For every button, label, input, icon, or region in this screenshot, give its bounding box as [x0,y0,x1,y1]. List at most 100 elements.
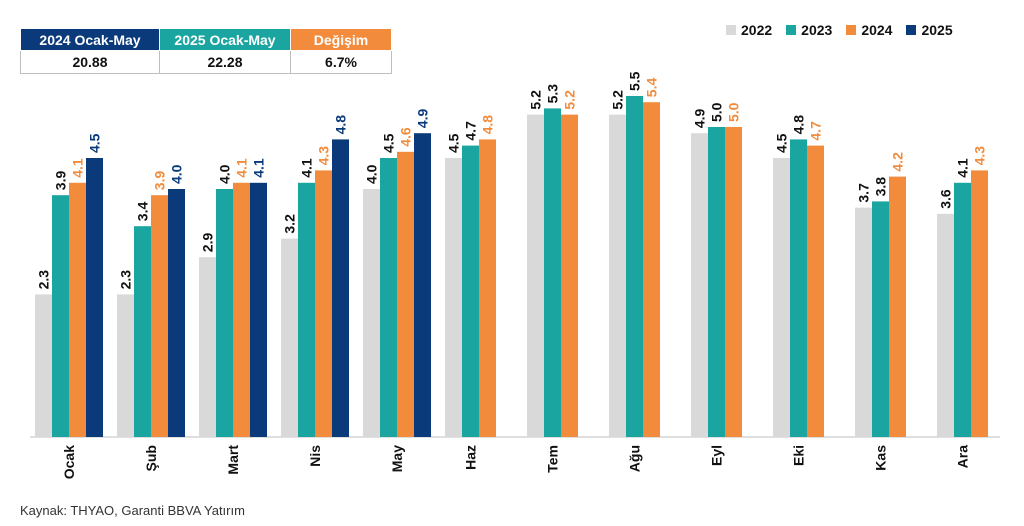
x-tick-label-5: Haz [463,445,479,470]
legend-label-2022: 2022 [741,22,773,38]
x-tick-label-1: Şub [143,445,159,471]
data-label-2022-7: 5.2 [610,90,626,110]
data-label-2024-4: 4.6 [398,127,414,147]
summary-header-2025: 2025 Ocak-May [159,28,291,51]
bar-2023-2 [216,189,233,437]
data-label-2024-3: 4.3 [316,146,332,166]
bar-2024-6 [561,114,578,437]
bar-2022-5 [445,158,462,437]
bar-2025-3 [332,139,349,437]
bar-2023-1 [134,226,151,437]
bar-2023-0 [52,195,69,437]
bar-2023-11 [954,182,971,437]
legend-item-2023: 2023 [786,22,832,38]
data-label-2022-4: 4.0 [364,164,380,184]
bar-2022-0 [35,294,52,437]
bar-2023-10 [872,201,889,437]
x-tick-label-4: May [389,445,405,472]
data-label-2024-1: 3.9 [152,171,168,191]
data-label-2024-2: 4.1 [234,158,250,178]
legend-label-2025: 2025 [921,22,953,38]
summary-table: 2024 Ocak-May 2025 Ocak-May Değişim 20.8… [20,28,392,74]
summary-header-2024: 2024 Ocak-May [20,28,160,51]
bar-2024-4 [397,151,414,438]
data-label-2023-0: 3.9 [53,171,69,191]
x-tick-label-8: Eyl [709,445,725,466]
bar-2025-0 [86,158,103,437]
bar-2024-11 [971,170,988,437]
data-label-2024-9: 4.7 [808,121,824,141]
data-label-2023-3: 4.1 [299,158,315,178]
data-label-2023-10: 3.8 [873,177,889,197]
data-label-2022-9: 4.5 [774,133,790,153]
x-tick-label-10: Kas [873,445,889,471]
data-label-2025-3: 4.8 [333,115,349,135]
summary-header-change: Değişim [290,28,392,51]
x-tick-label-6: Tem [545,445,561,473]
data-label-2023-2: 4.0 [217,164,233,184]
bar-2022-2 [199,257,216,437]
data-label-2023-7: 5.5 [627,71,643,91]
summary-value-change: 6.7% [290,50,392,74]
data-label-2025-2: 4.1 [251,158,267,178]
bar-2022-9 [773,158,790,437]
legend-item-2024: 2024 [846,22,892,38]
source-note: Kaynak: THYAO, Garanti BBVA Yatırım [20,503,245,518]
bar-2022-3 [281,238,298,437]
x-tick-label-11: Ara [955,445,971,469]
x-tick-label-2: Mart [225,445,241,475]
data-label-2022-0: 2.3 [36,270,52,290]
bar-2023-6 [544,108,561,438]
data-label-2022-11: 3.6 [938,189,954,209]
data-label-2023-1: 3.4 [135,202,151,222]
data-label-2023-6: 5.3 [545,84,561,104]
bar-2024-7 [643,102,660,437]
bar-2022-11 [937,213,954,437]
bar-2022-6 [527,114,544,437]
summary-value-2025: 22.28 [159,50,291,74]
legend-swatch-2025 [906,25,917,35]
data-label-2024-8: 5.0 [726,102,742,122]
x-tick-label-9: Eki [791,445,807,466]
x-tick-label-7: Ağu [627,445,643,472]
summary-value-2024: 20.88 [20,50,160,74]
legend-swatch-2023 [786,25,797,35]
bar-2023-9 [790,139,807,437]
bar-2024-5 [479,139,496,437]
bar-2024-8 [725,127,742,437]
bar-2025-2 [250,182,267,437]
bar-2022-1 [117,294,134,437]
x-tick-label-0: Ocak [61,445,77,479]
data-label-2022-8: 4.9 [692,109,708,129]
data-label-2025-1: 4.0 [169,164,185,184]
bar-2023-7 [626,96,643,437]
data-label-2022-10: 3.7 [856,183,872,203]
bar-2024-10 [889,176,906,437]
data-label-2024-6: 5.2 [562,90,578,110]
legend-item-2025: 2025 [906,22,953,38]
data-label-2025-4: 4.9 [415,109,431,129]
data-label-2024-11: 4.3 [972,146,988,166]
bar-2023-4 [380,158,397,437]
data-label-2023-4: 4.5 [381,133,397,153]
bar-2024-9 [807,145,824,437]
data-label-2024-7: 5.4 [644,78,660,98]
legend-swatch-2024 [846,25,857,35]
bar-2025-1 [168,189,185,437]
bar-2024-2 [233,182,250,437]
data-label-2022-3: 3.2 [282,214,298,234]
bar-2023-3 [298,182,315,437]
x-tick-label-3: Nis [307,445,323,467]
legend-swatch-2022 [726,25,736,35]
bar-2025-4 [414,133,431,437]
legend-label-2023: 2023 [801,22,833,38]
legend-label-2024: 2024 [861,22,893,38]
bar-2022-7 [609,114,626,437]
data-label-2025-0: 4.5 [87,133,103,153]
bar-2024-3 [315,170,332,437]
data-label-2022-5: 4.5 [446,133,462,153]
data-label-2022-6: 5.2 [528,90,544,110]
data-label-2023-5: 4.7 [463,121,479,141]
data-label-2023-11: 4.1 [955,158,971,178]
